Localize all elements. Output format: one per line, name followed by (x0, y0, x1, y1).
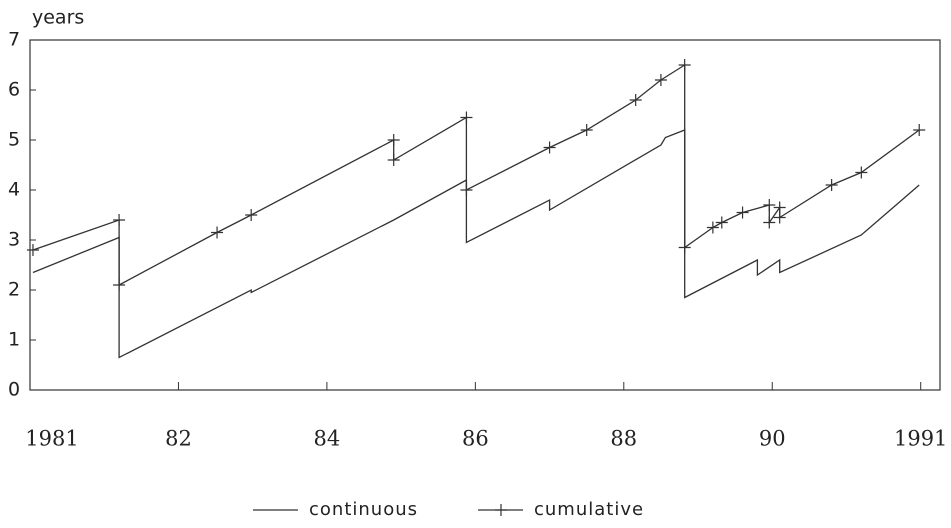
y-tick-label: 2 (8, 279, 20, 301)
plot-frame (29, 39, 941, 391)
point-marker (460, 184, 473, 196)
point-marker (773, 211, 786, 224)
x-tick-label: 1981 (25, 427, 78, 451)
x-tick-label: 90 (759, 427, 786, 451)
x-tick-label: 88 (610, 427, 637, 451)
point-marker (763, 216, 776, 229)
legend-label: continuous (309, 499, 418, 520)
point-marker (26, 244, 39, 256)
point-marker (629, 94, 642, 106)
x-tick-label: 86 (462, 427, 489, 451)
point-marker (654, 74, 667, 86)
point-marker (460, 111, 473, 124)
x-tick-label: 82 (165, 427, 192, 451)
x-tick-label: 84 (314, 427, 341, 451)
y-tick-label: 3 (8, 229, 20, 251)
point-marker (763, 199, 776, 211)
point-marker (678, 241, 691, 254)
point-marker (543, 141, 556, 154)
legend-label: cumulative (534, 499, 644, 520)
point-marker (211, 226, 224, 239)
point-marker (580, 124, 593, 136)
point-marker (913, 124, 926, 136)
y-tick-label: 1 (8, 329, 20, 351)
legend-marker (495, 504, 507, 516)
y-axis-label: years (32, 7, 84, 29)
x-tick-label: 1991 (894, 427, 947, 451)
point-marker (736, 206, 749, 219)
point-marker (715, 216, 728, 229)
point-marker (706, 221, 719, 234)
point-marker (387, 134, 400, 146)
y-tick-label: 6 (8, 79, 20, 101)
point-marker (387, 154, 400, 166)
point-marker (855, 166, 868, 179)
y-tick-label: 0 (8, 379, 20, 401)
y-tick-label: 4 (8, 179, 20, 201)
point-marker (678, 59, 691, 71)
point-marker (245, 209, 258, 221)
y-tick-label: 5 (8, 129, 20, 151)
point-marker (113, 279, 126, 291)
point-marker (113, 214, 126, 226)
point-marker (825, 179, 838, 191)
series-line (32, 63, 920, 287)
series-line (32, 129, 920, 359)
y-tick-label: 7 (8, 29, 20, 51)
